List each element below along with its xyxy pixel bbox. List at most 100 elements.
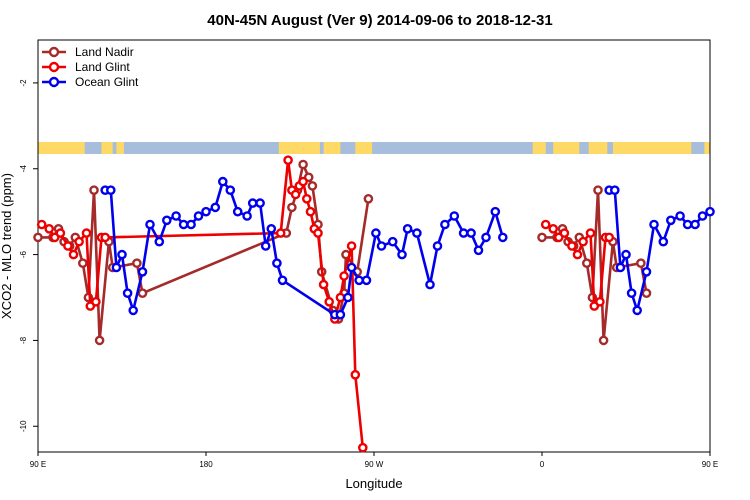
series-point — [307, 181, 318, 191]
x-tick-label: 90 E — [702, 460, 718, 469]
x-tick-label: 180 — [199, 460, 213, 469]
legend-marker — [48, 61, 60, 73]
series-point — [313, 228, 323, 238]
series-point — [78, 258, 88, 269]
series-point — [178, 219, 189, 230]
series-point — [201, 206, 211, 217]
land-segment — [38, 142, 85, 154]
series-point — [33, 232, 43, 243]
series-point — [283, 155, 293, 165]
series-point — [63, 241, 73, 251]
y-axis-label: XCO2 - MLO trend (ppm) — [0, 173, 14, 319]
series-point — [346, 241, 357, 251]
series-point — [287, 202, 297, 213]
series-point — [210, 202, 221, 213]
series-point — [425, 279, 435, 290]
legend-label: Land Glint — [75, 60, 130, 74]
x-axis: 90 E 180 90 W 0 90 E — [30, 452, 718, 469]
series-point — [36, 219, 47, 230]
series-point — [186, 219, 196, 230]
series-point — [466, 228, 476, 238]
series-point — [690, 219, 700, 230]
series-point — [593, 185, 603, 195]
series-point — [305, 206, 316, 217]
land-segment — [612, 142, 692, 154]
series-point — [339, 271, 349, 281]
series-point — [567, 241, 577, 251]
series-point — [371, 228, 381, 238]
series-point — [641, 288, 652, 299]
series-point — [193, 211, 204, 221]
x-tick-label: 90 E — [30, 460, 46, 469]
series-point — [324, 296, 335, 307]
series-point — [117, 249, 127, 260]
series-point — [74, 236, 84, 247]
series-point — [111, 262, 122, 273]
series-point — [350, 369, 361, 380]
series-point — [335, 309, 346, 320]
y-axis: -2 -4 -6 -8 -10 — [19, 79, 38, 432]
series-point — [354, 275, 364, 286]
series-point — [298, 176, 308, 187]
series-point — [458, 228, 469, 238]
series-point — [318, 279, 329, 290]
series-point — [301, 193, 312, 204]
series-point — [122, 288, 133, 299]
x-tick-label: 90 W — [365, 460, 384, 469]
series-point — [548, 223, 559, 234]
series-point — [260, 241, 271, 251]
land-segment — [532, 142, 546, 154]
series-point — [242, 211, 252, 221]
land-segment — [101, 142, 113, 154]
series-point — [154, 236, 165, 247]
series-point — [397, 249, 407, 260]
series-point — [402, 223, 413, 234]
series-point — [559, 228, 570, 238]
land-segment — [116, 142, 124, 154]
series-point — [440, 219, 450, 230]
series-point — [632, 305, 643, 316]
series-point — [595, 296, 605, 307]
series-point — [682, 219, 693, 230]
series-point — [626, 288, 637, 299]
series-point — [247, 198, 258, 208]
series-point — [161, 215, 172, 226]
series-point — [171, 211, 181, 221]
series-point — [449, 211, 460, 221]
series-point — [621, 249, 631, 260]
series-point — [232, 206, 243, 217]
series-point — [490, 206, 501, 217]
series-point — [44, 223, 55, 234]
y-tick-label: -10 — [19, 420, 28, 432]
series-point — [705, 206, 715, 217]
y-tick-label: -8 — [19, 336, 28, 344]
y-tick-label: -4 — [19, 165, 28, 173]
y-tick-label: -2 — [19, 79, 28, 87]
series-point — [255, 198, 265, 208]
series-point — [658, 236, 669, 247]
series-point — [145, 219, 155, 230]
series-point — [346, 262, 357, 273]
series-point — [697, 211, 708, 221]
series-point — [675, 211, 685, 221]
series-point — [481, 232, 491, 243]
land-segment — [553, 142, 580, 154]
series-point — [94, 335, 105, 346]
series-point — [649, 219, 659, 230]
series-point — [615, 262, 626, 273]
series-point — [610, 185, 620, 195]
legend-marker — [48, 76, 60, 88]
land-segment — [588, 142, 608, 154]
series-point — [225, 185, 236, 195]
series-point — [598, 335, 609, 346]
series-point — [335, 292, 346, 303]
x-axis-label: Longitude — [345, 476, 402, 491]
ocean-band — [38, 142, 710, 154]
series-point — [89, 185, 99, 195]
series-point — [376, 241, 387, 251]
series-point — [137, 288, 148, 299]
land-mask-band — [38, 142, 710, 154]
series-point — [137, 266, 148, 277]
